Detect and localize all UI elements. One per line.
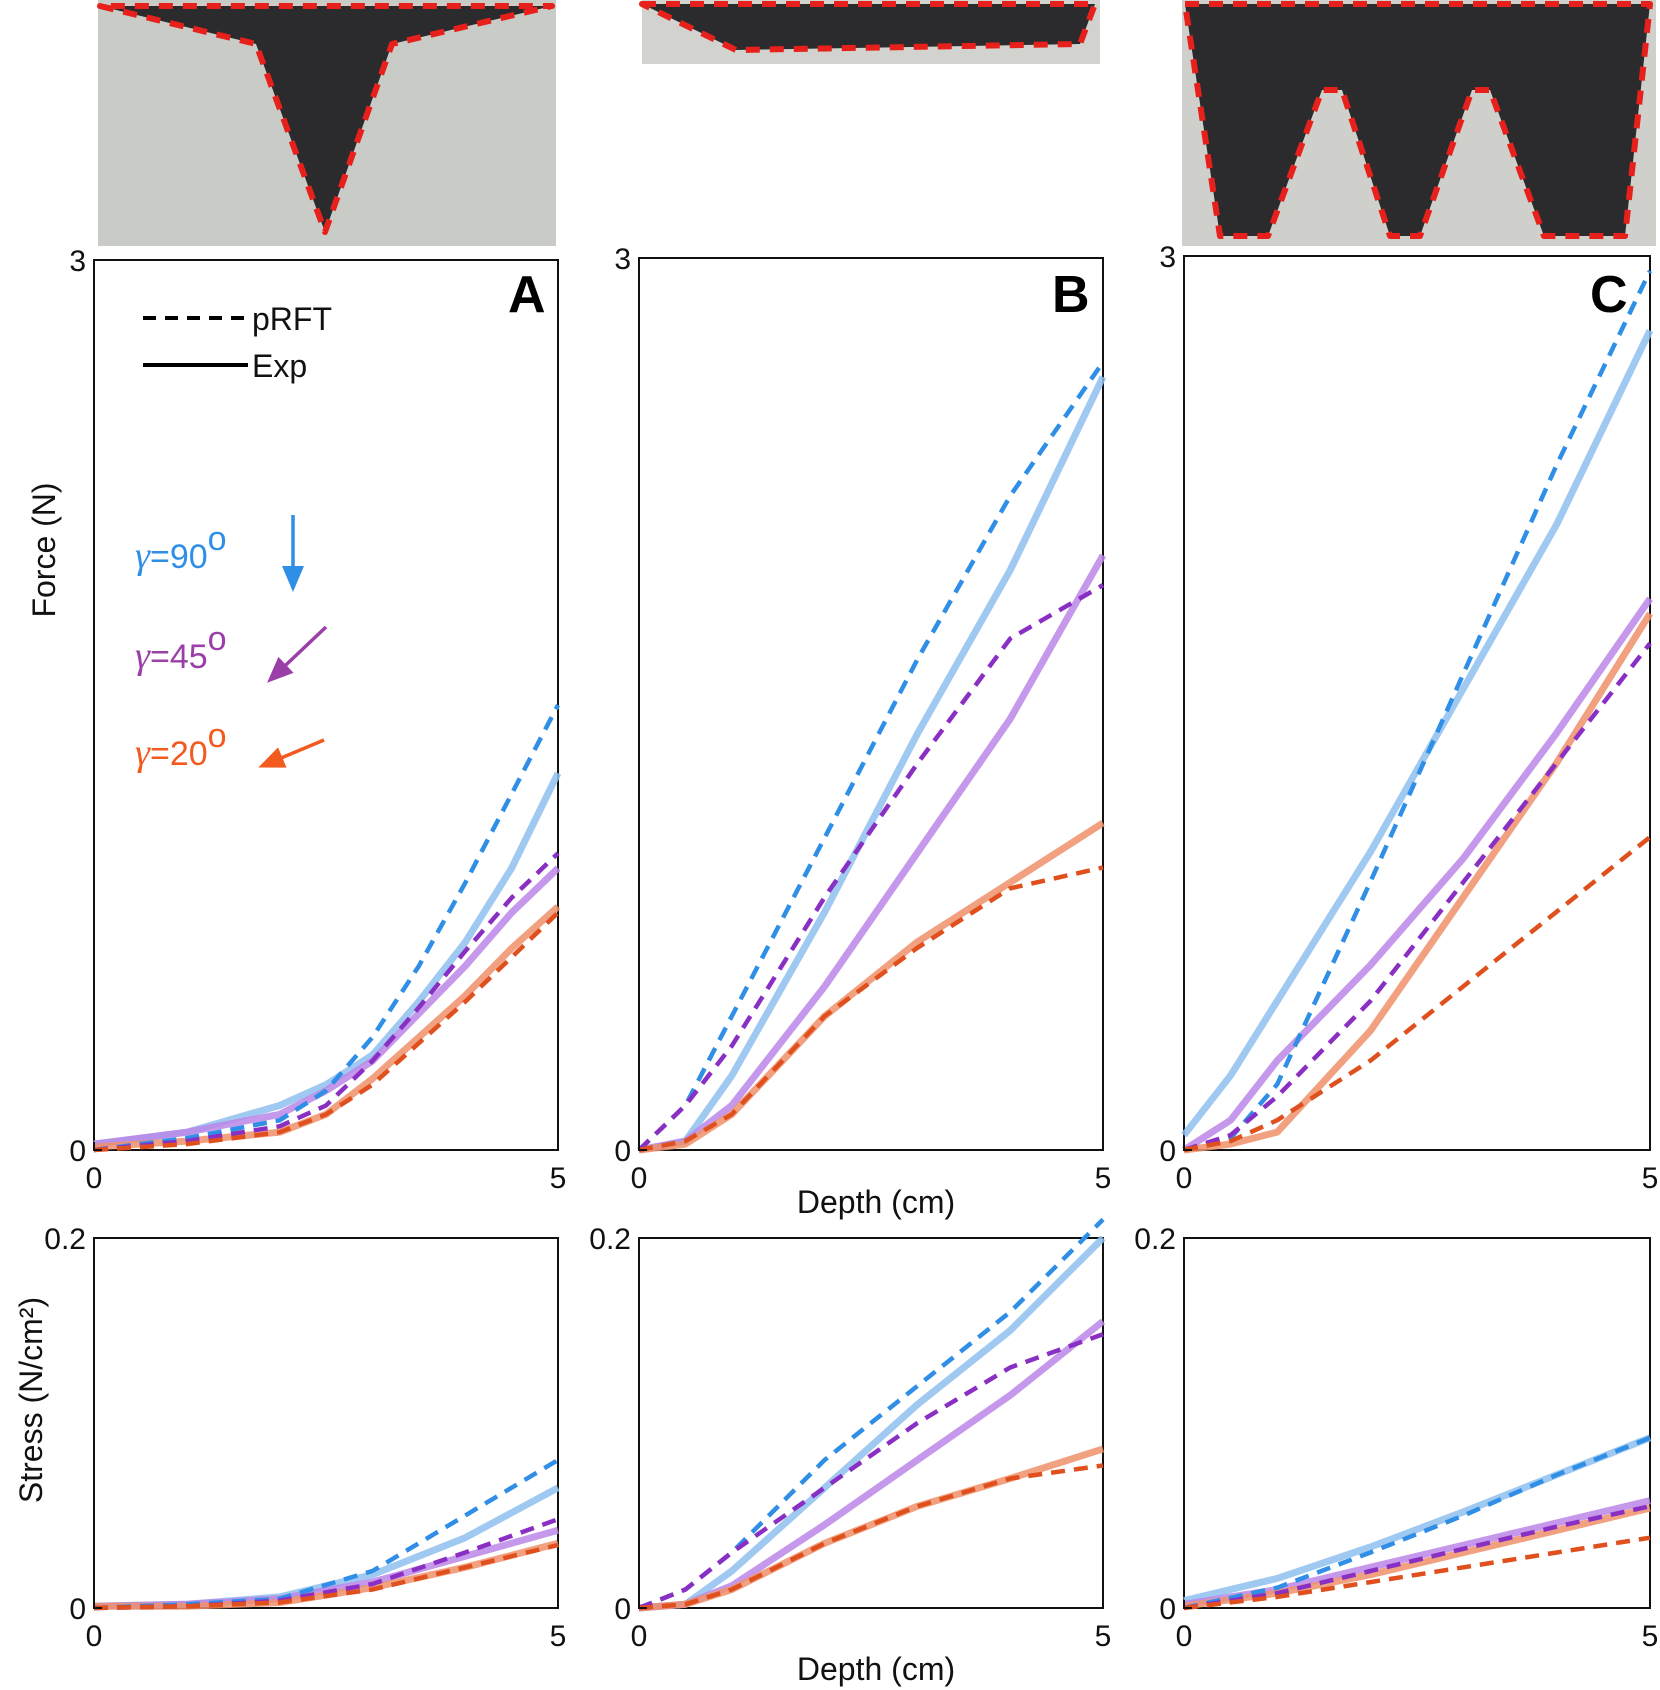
force-panel-a-x-tick-label: 5 — [550, 1162, 567, 1195]
force-panel-c-series-gamma-20-prft — [1183, 835, 1652, 1153]
force-panel-a-y-tick-label: 0 — [69, 1135, 86, 1168]
gamma-label-45: γ=45o — [135, 620, 227, 677]
force-panel-b-frame — [638, 257, 1104, 1151]
gamma-arrowhead-20 — [258, 747, 287, 768]
flat-plate-shape-fill — [642, 4, 1095, 50]
stress-panel-c-series-gamma-90-exp — [1183, 1434, 1652, 1605]
wedge-shape-fill — [100, 6, 552, 232]
force-panel-a-series-gamma-20-prft — [93, 911, 560, 1153]
x-title-force: Depth (cm) — [797, 1184, 955, 1220]
panel-letter-c: C — [1590, 266, 1628, 324]
stress-panel-c-series-gamma-90-prft — [1183, 1435, 1651, 1611]
force-panel-c-x-tick-label: 5 — [1642, 1162, 1659, 1195]
stress-panel-b-y-tick-label: 0.2 — [589, 1223, 631, 1256]
force-panel-b-series-gamma-20-prft — [638, 865, 1104, 1153]
force-panel-a-frame — [93, 259, 559, 1151]
stress-panel-c-series-gamma-45-prft — [1183, 1504, 1651, 1611]
double-notch-shape-fill — [1185, 4, 1650, 236]
force-panel-c-series-gamma-45-exp — [1182, 596, 1653, 1153]
panel-letter-b: B — [1052, 266, 1090, 324]
force-panel-a: 0 5 0 3 — [69, 245, 566, 1195]
stress-panel-b-series-gamma-45-prft — [638, 1332, 1104, 1611]
stress-panel-c: 0 5 0 0.2 — [1134, 1223, 1658, 1653]
stress-panel-c-y-tick-label: 0 — [1159, 1593, 1176, 1626]
stress-panel-a-y-tick-label: 0.2 — [44, 1223, 86, 1256]
force-panel-a-x-tick-label: 0 — [86, 1162, 103, 1195]
gamma-arrowhead-45 — [267, 656, 294, 683]
x-title-stress: Depth (cm) — [797, 1651, 955, 1687]
force-panel-c-y-tick-label: 3 — [1159, 241, 1176, 274]
shape-photos — [97, 0, 1656, 246]
force-panel-a-series-gamma-90-prft — [93, 703, 560, 1153]
force-panel-b-y-tick-label: 0 — [614, 1135, 631, 1168]
stress-panel-c-y-tick-label: 0.2 — [1134, 1223, 1176, 1256]
stress-panel-b-y-tick-label: 0 — [614, 1593, 631, 1626]
force-panel-b-y-tick-label: 3 — [614, 243, 631, 276]
stress-panel-a-series-gamma-20-prft — [93, 1542, 559, 1611]
legend-exp-label: Exp — [252, 348, 307, 384]
stress-panel-a: 0 5 0 0.2 — [44, 1223, 566, 1653]
stress-panel-c-frame — [1183, 1237, 1651, 1609]
y-title-force: Force (N) — [26, 482, 62, 617]
force-panel-a-y-tick-label: 3 — [69, 245, 86, 278]
stress-panel-c-series-gamma-20-prft — [1183, 1535, 1651, 1611]
force-panel-b-x-tick-label: 0 — [631, 1162, 648, 1195]
double-notch-shape-outline — [1182, 1, 1653, 239]
gamma-label-90: γ=90o — [135, 520, 227, 577]
force-panel-c-series-gamma-45-prft — [1183, 642, 1652, 1153]
annotations: Force (N) Stress (N/cm²) Depth (cm) Dept… — [13, 266, 1628, 1687]
force-panel-b: 0 5 0 3 — [614, 243, 1111, 1195]
y-title-stress: Stress (N/cm²) — [13, 1297, 49, 1503]
panel-letter-a: A — [508, 266, 546, 324]
force-panel-c-y-tick-label: 0 — [1159, 1135, 1176, 1168]
stress-panel-b-x-tick-label: 0 — [631, 1620, 648, 1653]
legend-prft-label: pRFT — [252, 301, 332, 337]
force-panel-b-x-tick-label: 5 — [1095, 1162, 1112, 1195]
stress-panel-b-series-gamma-20-prft — [638, 1463, 1104, 1611]
force-panel-c-series-gamma-90-exp — [1181, 328, 1654, 1138]
force-panel-c-x-tick-label: 0 — [1176, 1162, 1193, 1195]
force-panel-c: 0 5 0 3 — [1159, 241, 1658, 1195]
force-panel-a-series-gamma-45-prft — [93, 851, 560, 1153]
force-panel-c-series-gamma-90-prft — [1183, 269, 1653, 1153]
stress-panel-a-x-tick-label: 0 — [86, 1620, 103, 1653]
stress-panel-b-x-tick-label: 5 — [1095, 1620, 1112, 1653]
force-panel-b-series-gamma-45-prft — [637, 583, 1105, 1152]
force-panel-c-frame — [1183, 255, 1651, 1151]
wedge-shape-outline — [97, 3, 555, 235]
flat-plate-shape-outline — [639, 1, 1098, 53]
stress-panel-c-x-tick-label: 5 — [1642, 1620, 1659, 1653]
stress-panel-b: 0 5 0 0.2 — [589, 1217, 1112, 1653]
force-panel-c-series-gamma-20-exp — [1183, 611, 1653, 1154]
stress-panel-c-x-tick-label: 0 — [1176, 1620, 1193, 1653]
stress-panel-a-x-tick-label: 5 — [550, 1620, 567, 1653]
gamma-arrowhead-90 — [282, 566, 304, 592]
stress-panel-a-y-tick-label: 0 — [69, 1593, 86, 1626]
gamma-label-20: γ=20o — [135, 717, 227, 774]
